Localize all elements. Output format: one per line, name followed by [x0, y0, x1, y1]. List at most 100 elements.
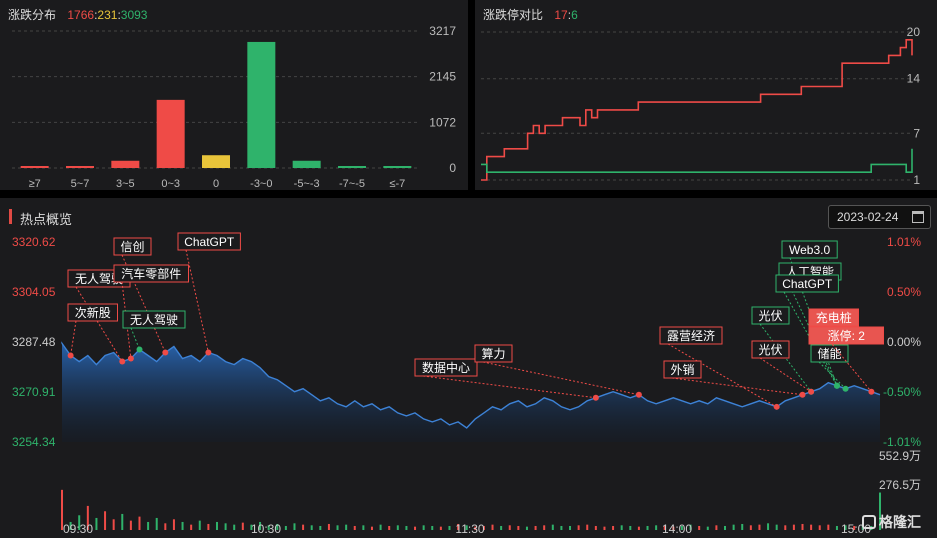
volume-bar — [95, 517, 98, 530]
index-area — [62, 343, 880, 442]
limit-comparison-panel: 涨跌停对比 17:6 20 14 7 1 — [475, 0, 937, 190]
annotation-box — [122, 310, 186, 329]
volume-bar — [276, 523, 279, 530]
volume-bar — [327, 523, 330, 530]
annotation-dot — [635, 391, 642, 398]
annotation-label: 信创 — [120, 240, 144, 254]
volume-bar — [853, 525, 856, 530]
annotation-leader — [130, 327, 140, 350]
limit-up-count: 17 — [554, 8, 568, 22]
volume-bar — [250, 524, 253, 530]
volume-bar — [620, 525, 623, 530]
annotation-leader — [482, 361, 640, 396]
x-tick-label: 14:00 — [662, 522, 692, 536]
volume-bar — [749, 525, 752, 530]
annotation-dot — [127, 355, 134, 362]
volume-bar — [422, 525, 425, 530]
sep-3: : — [567, 8, 572, 22]
annotation-leader — [75, 286, 123, 362]
volume-bar — [439, 526, 442, 530]
logo-icon — [862, 515, 876, 529]
annotation-box — [113, 264, 189, 283]
annotation-dot — [833, 382, 840, 389]
volume-bar — [353, 525, 356, 530]
volume-bar — [706, 526, 709, 530]
annotation-dot — [592, 394, 599, 401]
volume-bar — [792, 524, 795, 530]
volume-bar — [224, 523, 227, 530]
annotation-label: 数据中心 — [422, 360, 470, 375]
volume-bar — [181, 521, 184, 530]
annotation-box — [808, 326, 884, 345]
distribution-title: 涨跌分布 1766:231:3093 — [8, 6, 147, 23]
annotation-leader — [786, 279, 838, 386]
left-y-tick: 3287.48 — [12, 335, 56, 349]
title-accent-bar — [9, 209, 12, 224]
volume-bar — [482, 525, 485, 530]
annotation-dot — [773, 403, 780, 410]
volume-bar — [810, 524, 813, 530]
distribution-chart: 3217 2145 1072 0 ≥7 5~7 3~5 0~3 0 -3~0 -5~-3 -7~-5 ≤… — [12, 24, 456, 190]
volume-bar — [155, 517, 158, 530]
annotation-box — [751, 306, 790, 325]
volume-bar — [551, 524, 554, 530]
annotation-label: 无人驾驶 — [75, 271, 123, 286]
volume-bar — [672, 526, 675, 530]
calendar-icon[interactable] — [912, 211, 924, 223]
volume-bar — [448, 525, 451, 530]
annotation-label: ChatGPT — [782, 277, 833, 291]
limit-down-count: 6 — [571, 8, 578, 22]
volume-bar — [517, 525, 520, 530]
annotation-box — [810, 344, 849, 363]
volume-bar — [827, 524, 830, 530]
volume-bar — [698, 525, 701, 530]
x-tick-label: ≥7 — [29, 178, 41, 190]
volume-bar — [319, 525, 322, 530]
volume-bar — [190, 524, 193, 530]
volume-bar — [818, 525, 821, 530]
annotation-box — [663, 360, 702, 379]
volume-bar — [646, 525, 649, 530]
volume-bar — [310, 525, 313, 530]
volume-bar — [724, 525, 727, 530]
x-tick-label: 0~3 — [161, 178, 180, 190]
y-tick-label: 3217 — [429, 24, 456, 38]
annotation-dot — [808, 388, 815, 395]
volume-bar — [61, 489, 63, 530]
annotation-leader — [759, 357, 812, 393]
flat-count: 231 — [97, 8, 118, 22]
volume-bar — [594, 525, 597, 530]
volume-bar — [758, 524, 761, 530]
volume-bar — [293, 523, 296, 530]
volume-bar — [241, 522, 244, 530]
right-y-tick: 0.00% — [887, 335, 921, 349]
volume-bar — [284, 525, 287, 530]
annotation-label: 算力 — [481, 346, 505, 361]
volume-bar — [198, 520, 201, 530]
volume-bar — [370, 526, 373, 530]
volume-bar — [835, 525, 838, 530]
bar-2 — [111, 160, 140, 168]
volume-bar — [78, 515, 81, 530]
annotation-box — [781, 240, 838, 259]
annotation-leader — [121, 281, 132, 359]
right-y-tick: 0.50% — [887, 285, 921, 299]
bar-3 — [156, 99, 185, 168]
date-picker[interactable]: 2023-02-24 — [828, 205, 931, 229]
annotation-box — [808, 308, 859, 327]
annotation-dot — [162, 349, 169, 356]
volume-bar — [491, 524, 494, 530]
x-tick-label: ≤-7 — [389, 178, 405, 190]
volume-bar — [233, 524, 236, 530]
volume-bar — [345, 524, 348, 530]
annotation-box — [775, 274, 839, 293]
volume-tick: 552.9万 — [879, 449, 921, 463]
x-tick-label: -7~-5 — [339, 178, 365, 190]
volume-bar — [104, 511, 107, 530]
y-tick-label: 1 — [913, 173, 920, 187]
annotation-dot — [67, 352, 74, 359]
annotation-leader — [667, 343, 777, 408]
volume-bar — [879, 492, 881, 530]
volume-bar — [525, 526, 528, 530]
annotation-label: 光伏 — [758, 309, 782, 323]
